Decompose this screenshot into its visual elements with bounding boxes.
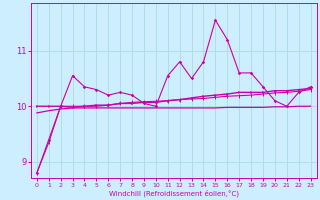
X-axis label: Windchill (Refroidissement éolien,°C): Windchill (Refroidissement éolien,°C) [109, 189, 239, 197]
